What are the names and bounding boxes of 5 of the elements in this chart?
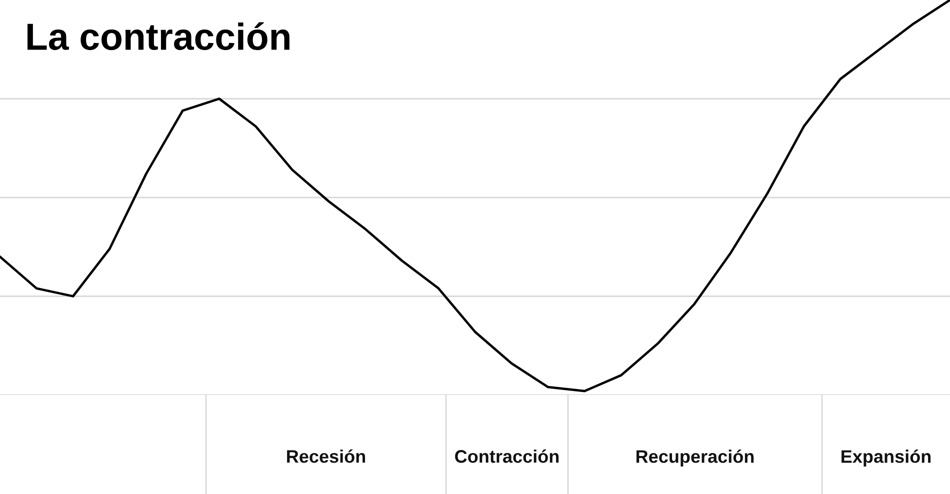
text: Contracción xyxy=(455,449,559,463)
text: Expansión xyxy=(842,450,931,466)
text: Recuperación xyxy=(636,450,754,466)
text: Recesión xyxy=(287,449,366,463)
chart-title: La contracción xyxy=(28,22,290,50)
